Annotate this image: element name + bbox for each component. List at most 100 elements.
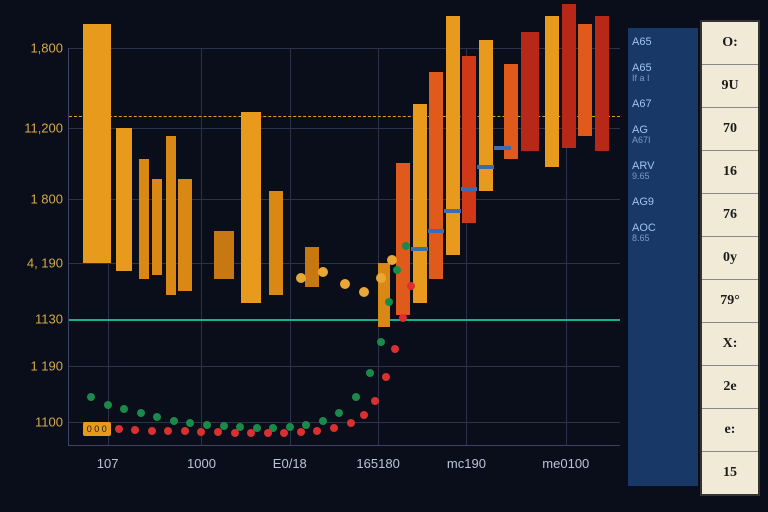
side-panel-cell: 2e <box>702 366 758 409</box>
data-point[interactable] <box>313 427 321 435</box>
data-point[interactable] <box>399 314 407 322</box>
data-point[interactable] <box>104 401 112 409</box>
data-point[interactable] <box>359 287 369 297</box>
data-point[interactable] <box>181 427 189 435</box>
data-point[interactable] <box>371 397 379 405</box>
chart-bar[interactable] <box>166 136 176 295</box>
side-panel-cell: e: <box>702 409 758 452</box>
data-point[interactable] <box>297 428 305 436</box>
chart-bar[interactable] <box>521 32 539 151</box>
chart-bar[interactable] <box>396 163 410 314</box>
value-badge: 0 0 0 <box>83 422 111 436</box>
data-point[interactable] <box>186 419 194 427</box>
x-axis-label: me0100 <box>542 456 589 471</box>
side-panel-cell: X: <box>702 323 758 366</box>
chart-bar[interactable] <box>462 56 476 223</box>
data-point[interactable] <box>164 427 172 435</box>
chart-bar[interactable] <box>116 128 132 271</box>
side-panel-cell: 70 <box>702 108 758 151</box>
data-point[interactable] <box>131 426 139 434</box>
data-point[interactable] <box>148 427 156 435</box>
data-point[interactable] <box>387 255 397 265</box>
data-point[interactable] <box>120 405 128 413</box>
chart-bar[interactable] <box>83 24 111 263</box>
data-point[interactable] <box>330 424 338 432</box>
data-point[interactable] <box>335 409 343 417</box>
data-point[interactable] <box>296 273 306 283</box>
data-point[interactable] <box>137 409 145 417</box>
chart-bar[interactable] <box>429 72 443 279</box>
side-panel-cell: 0y <box>702 237 758 280</box>
data-point[interactable] <box>264 429 272 437</box>
chart-bar[interactable] <box>562 4 576 147</box>
data-point[interactable] <box>280 429 288 437</box>
chart-bar[interactable] <box>545 16 559 167</box>
data-point[interactable] <box>340 279 350 289</box>
y-axis-label: 11,200 <box>7 120 63 135</box>
chart-bar[interactable] <box>214 231 234 279</box>
chart-bar[interactable] <box>305 247 319 287</box>
x-axis-label: mc190 <box>447 456 486 471</box>
reference-line <box>69 319 620 321</box>
data-point[interactable] <box>302 421 310 429</box>
side-panel-cell: O: <box>702 22 758 65</box>
data-point[interactable] <box>377 338 385 346</box>
y-axis-label: 1 800 <box>7 192 63 207</box>
legend-item[interactable]: A67 <box>632 98 694 110</box>
y-axis-label: 4, 190 <box>7 255 63 270</box>
gridline-v <box>201 48 202 445</box>
data-point[interactable] <box>391 345 399 353</box>
step-segment <box>494 146 511 150</box>
legend-item[interactable]: A65 <box>632 36 694 48</box>
step-segment <box>461 187 478 191</box>
data-point[interactable] <box>87 393 95 401</box>
data-point[interactable] <box>170 417 178 425</box>
chart-bar[interactable] <box>139 159 149 278</box>
legend-item[interactable]: AGA67I <box>632 124 694 146</box>
data-point[interactable] <box>360 411 368 419</box>
data-point[interactable] <box>347 419 355 427</box>
data-point[interactable] <box>318 267 328 277</box>
data-point[interactable] <box>352 393 360 401</box>
data-point[interactable] <box>197 428 205 436</box>
data-point[interactable] <box>214 428 222 436</box>
gridline-h <box>69 366 620 367</box>
y-axis-label: 1,800 <box>7 41 63 56</box>
plot-area[interactable]: 1,80011,2001 8004, 19011301 190110010710… <box>68 48 620 446</box>
x-axis-label: 165180 <box>356 456 399 471</box>
y-axis-label: 1130 <box>7 311 63 326</box>
data-point[interactable] <box>385 298 393 306</box>
data-point[interactable] <box>115 425 123 433</box>
chart-bar[interactable] <box>413 104 427 303</box>
data-point[interactable] <box>402 242 410 250</box>
gridline-v <box>378 48 379 445</box>
data-point[interactable] <box>382 373 390 381</box>
side-panel-cell: 9U <box>702 65 758 108</box>
legend-item[interactable]: AG9 <box>632 196 694 208</box>
x-axis-label: 107 <box>97 456 119 471</box>
data-point[interactable] <box>366 369 374 377</box>
data-point[interactable] <box>203 421 211 429</box>
data-point[interactable] <box>376 273 386 283</box>
chart-bar[interactable] <box>241 112 261 303</box>
side-panel-cell: 79° <box>702 280 758 323</box>
step-segment <box>428 229 445 233</box>
legend-panel: A65 A65If a I A67 AGA67I ARV9.65 AG9 AOC8.65 <box>628 28 698 486</box>
side-panel-cell: 16 <box>702 151 758 194</box>
legend-item[interactable]: ARV9.65 <box>632 160 694 182</box>
data-point[interactable] <box>319 417 327 425</box>
legend-item[interactable]: AOC8.65 <box>632 222 694 244</box>
legend-item[interactable]: A65If a I <box>632 62 694 84</box>
step-segment <box>477 165 494 169</box>
chart-bar[interactable] <box>178 179 192 290</box>
data-point[interactable] <box>153 413 161 421</box>
data-point[interactable] <box>231 429 239 437</box>
data-point[interactable] <box>393 266 401 274</box>
data-point[interactable] <box>407 282 415 290</box>
chart-bar[interactable] <box>269 191 283 294</box>
chart-bar[interactable] <box>446 16 460 255</box>
chart-bar[interactable] <box>578 24 592 135</box>
chart-bar[interactable] <box>595 16 609 151</box>
chart-bar[interactable] <box>152 179 162 275</box>
data-point[interactable] <box>247 429 255 437</box>
